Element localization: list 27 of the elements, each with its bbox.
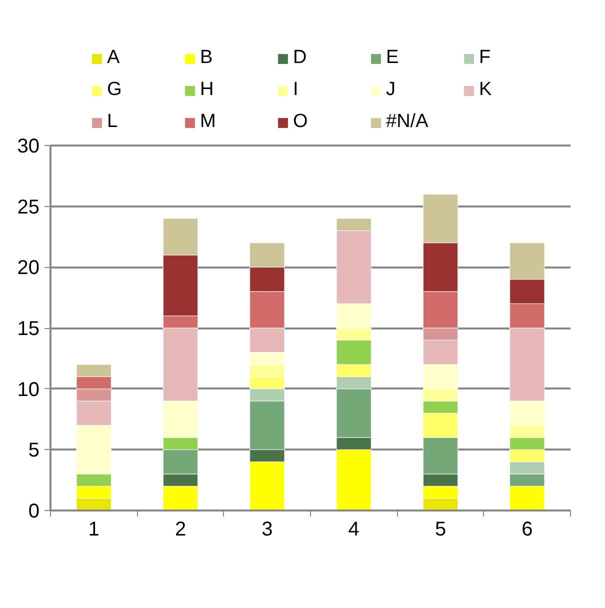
legend-label: H [200,79,215,101]
y-tick-label: 10 [17,378,40,401]
y-tick-label: 20 [17,257,40,280]
legend-label: D [293,47,308,69]
x-tick-label: 2 [174,518,186,540]
legend-label: I [293,79,300,101]
y-tick-label: 0 [28,500,40,522]
x-tick-label: 3 [262,518,273,540]
legend-label: F [479,47,492,69]
y-tick-label: 25 [17,196,40,218]
legend-label: G [107,79,123,101]
x-tick-label: 1 [88,518,100,540]
legend-label: B [200,47,214,69]
legend-label: E [386,47,400,69]
x-tick-label: 4 [348,518,360,540]
legend-label: A [107,47,121,69]
x-tick-label: 5 [434,518,446,540]
legend-label: J [386,79,396,101]
legend-label: M [200,111,217,133]
y-tick-label: 5 [28,440,40,462]
y-tick-label: 15 [17,318,40,340]
x-tick-label: 6 [522,518,533,540]
legend-label: K [479,79,493,101]
y-tick-label: 30 [17,136,40,158]
legend-label: #N/A [386,111,430,133]
legend-label: O [293,111,309,133]
legend-label: L [107,111,119,133]
